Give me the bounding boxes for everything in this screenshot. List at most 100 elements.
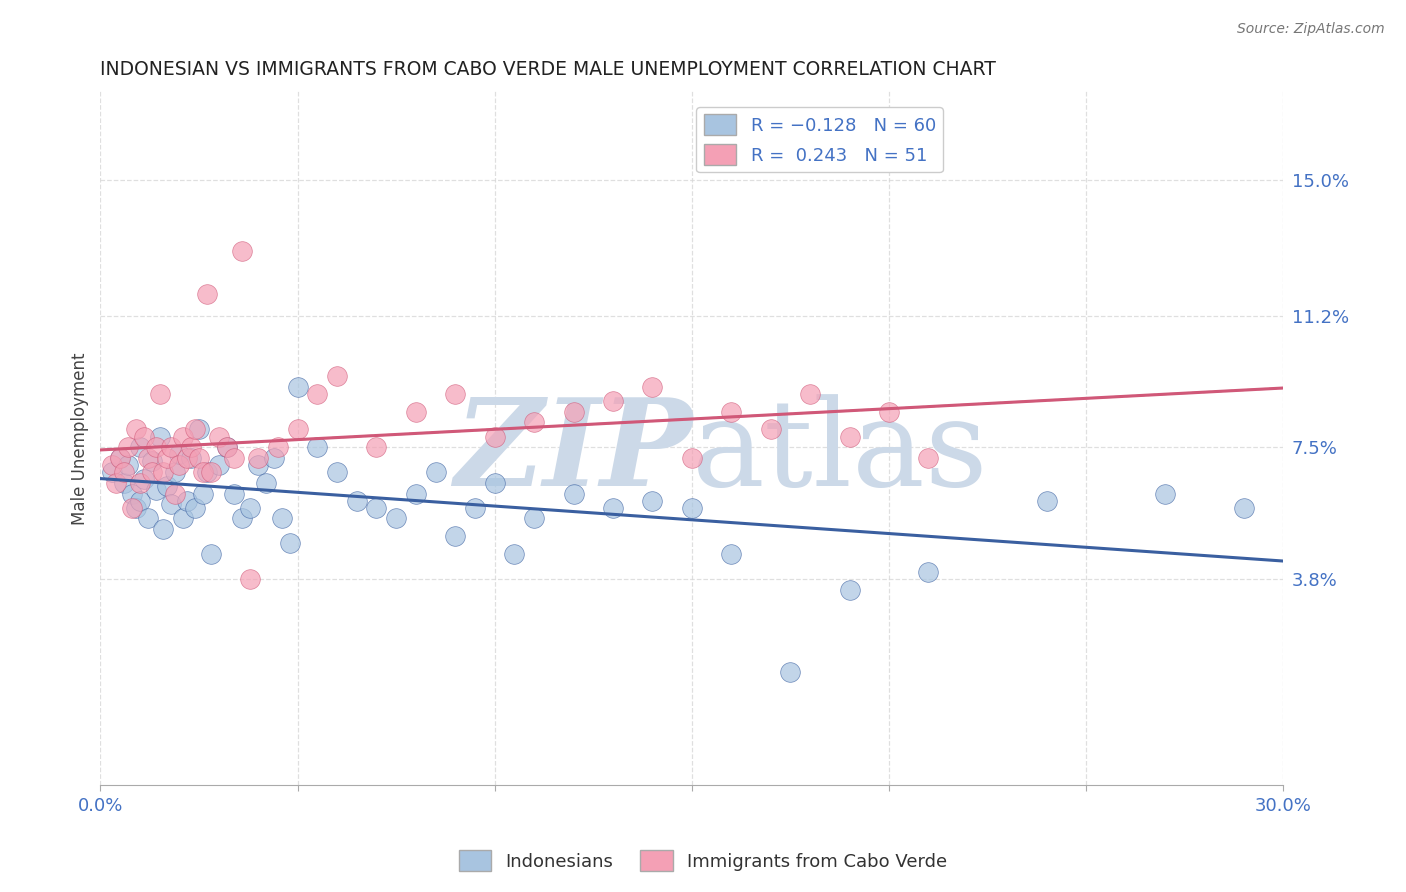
Text: ZIP: ZIP bbox=[454, 393, 692, 511]
Point bbox=[523, 415, 546, 429]
Point bbox=[121, 500, 143, 515]
Point bbox=[108, 450, 131, 465]
Point bbox=[877, 405, 900, 419]
Point bbox=[247, 458, 270, 472]
Point bbox=[117, 440, 139, 454]
Point bbox=[838, 429, 860, 443]
Point bbox=[156, 479, 179, 493]
Point bbox=[187, 422, 209, 436]
Point bbox=[366, 500, 388, 515]
Point bbox=[444, 387, 467, 401]
Text: INDONESIAN VS IMMIGRANTS FROM CABO VERDE MALE UNEMPLOYMENT CORRELATION CHART: INDONESIAN VS IMMIGRANTS FROM CABO VERDE… bbox=[100, 60, 997, 78]
Point bbox=[160, 440, 183, 454]
Point bbox=[125, 500, 148, 515]
Point bbox=[278, 536, 301, 550]
Text: atlas: atlas bbox=[692, 393, 988, 511]
Point bbox=[326, 465, 349, 479]
Point bbox=[215, 440, 238, 454]
Point bbox=[444, 529, 467, 543]
Point bbox=[287, 380, 309, 394]
Point bbox=[172, 429, 194, 443]
Point bbox=[307, 440, 329, 454]
Point bbox=[148, 387, 170, 401]
Point bbox=[191, 465, 214, 479]
Point bbox=[681, 450, 703, 465]
Point bbox=[346, 493, 368, 508]
Point bbox=[641, 493, 664, 508]
Point bbox=[108, 450, 131, 465]
Point bbox=[307, 387, 329, 401]
Point bbox=[263, 450, 285, 465]
Point bbox=[917, 450, 939, 465]
Point bbox=[141, 454, 163, 468]
Point bbox=[101, 465, 124, 479]
Point bbox=[152, 465, 174, 479]
Point bbox=[136, 511, 159, 525]
Point bbox=[152, 522, 174, 536]
Point bbox=[125, 422, 148, 436]
Point bbox=[224, 450, 246, 465]
Point bbox=[366, 440, 388, 454]
Point bbox=[224, 486, 246, 500]
Point bbox=[167, 458, 190, 472]
Point bbox=[326, 369, 349, 384]
Point bbox=[484, 475, 506, 490]
Point bbox=[105, 475, 128, 490]
Point bbox=[187, 450, 209, 465]
Point bbox=[239, 500, 262, 515]
Point bbox=[247, 450, 270, 465]
Point bbox=[208, 458, 231, 472]
Point bbox=[681, 500, 703, 515]
Point bbox=[562, 486, 585, 500]
Point bbox=[287, 422, 309, 436]
Point bbox=[167, 447, 190, 461]
Point bbox=[200, 465, 222, 479]
Legend: R = −0.128   N = 60, R =  0.243   N = 51: R = −0.128 N = 60, R = 0.243 N = 51 bbox=[696, 107, 943, 172]
Point bbox=[180, 450, 202, 465]
Point bbox=[160, 497, 183, 511]
Point bbox=[779, 665, 801, 679]
Point bbox=[602, 394, 624, 409]
Point bbox=[254, 475, 277, 490]
Point bbox=[191, 486, 214, 500]
Y-axis label: Male Unemployment: Male Unemployment bbox=[72, 352, 89, 524]
Point bbox=[156, 450, 179, 465]
Point bbox=[270, 511, 292, 525]
Point bbox=[184, 500, 207, 515]
Point bbox=[917, 565, 939, 579]
Point bbox=[145, 483, 167, 497]
Point bbox=[112, 465, 135, 479]
Point bbox=[215, 440, 238, 454]
Point bbox=[101, 458, 124, 472]
Point bbox=[132, 472, 155, 486]
Point bbox=[121, 486, 143, 500]
Point bbox=[231, 511, 253, 525]
Point bbox=[425, 465, 447, 479]
Point bbox=[523, 511, 546, 525]
Point bbox=[799, 387, 821, 401]
Point bbox=[1035, 493, 1057, 508]
Point bbox=[176, 450, 198, 465]
Point bbox=[562, 405, 585, 419]
Point bbox=[195, 465, 218, 479]
Point bbox=[464, 500, 486, 515]
Point bbox=[172, 511, 194, 525]
Point bbox=[145, 440, 167, 454]
Point bbox=[231, 244, 253, 259]
Point bbox=[838, 582, 860, 597]
Point bbox=[385, 511, 408, 525]
Point bbox=[405, 405, 427, 419]
Point bbox=[1233, 500, 1256, 515]
Legend: Indonesians, Immigrants from Cabo Verde: Indonesians, Immigrants from Cabo Verde bbox=[451, 843, 955, 879]
Point bbox=[208, 429, 231, 443]
Point bbox=[128, 475, 150, 490]
Point bbox=[136, 450, 159, 465]
Point bbox=[132, 429, 155, 443]
Point bbox=[200, 547, 222, 561]
Point bbox=[503, 547, 526, 561]
Point bbox=[165, 486, 187, 500]
Point bbox=[128, 493, 150, 508]
Point bbox=[141, 465, 163, 479]
Point bbox=[720, 547, 742, 561]
Point bbox=[720, 405, 742, 419]
